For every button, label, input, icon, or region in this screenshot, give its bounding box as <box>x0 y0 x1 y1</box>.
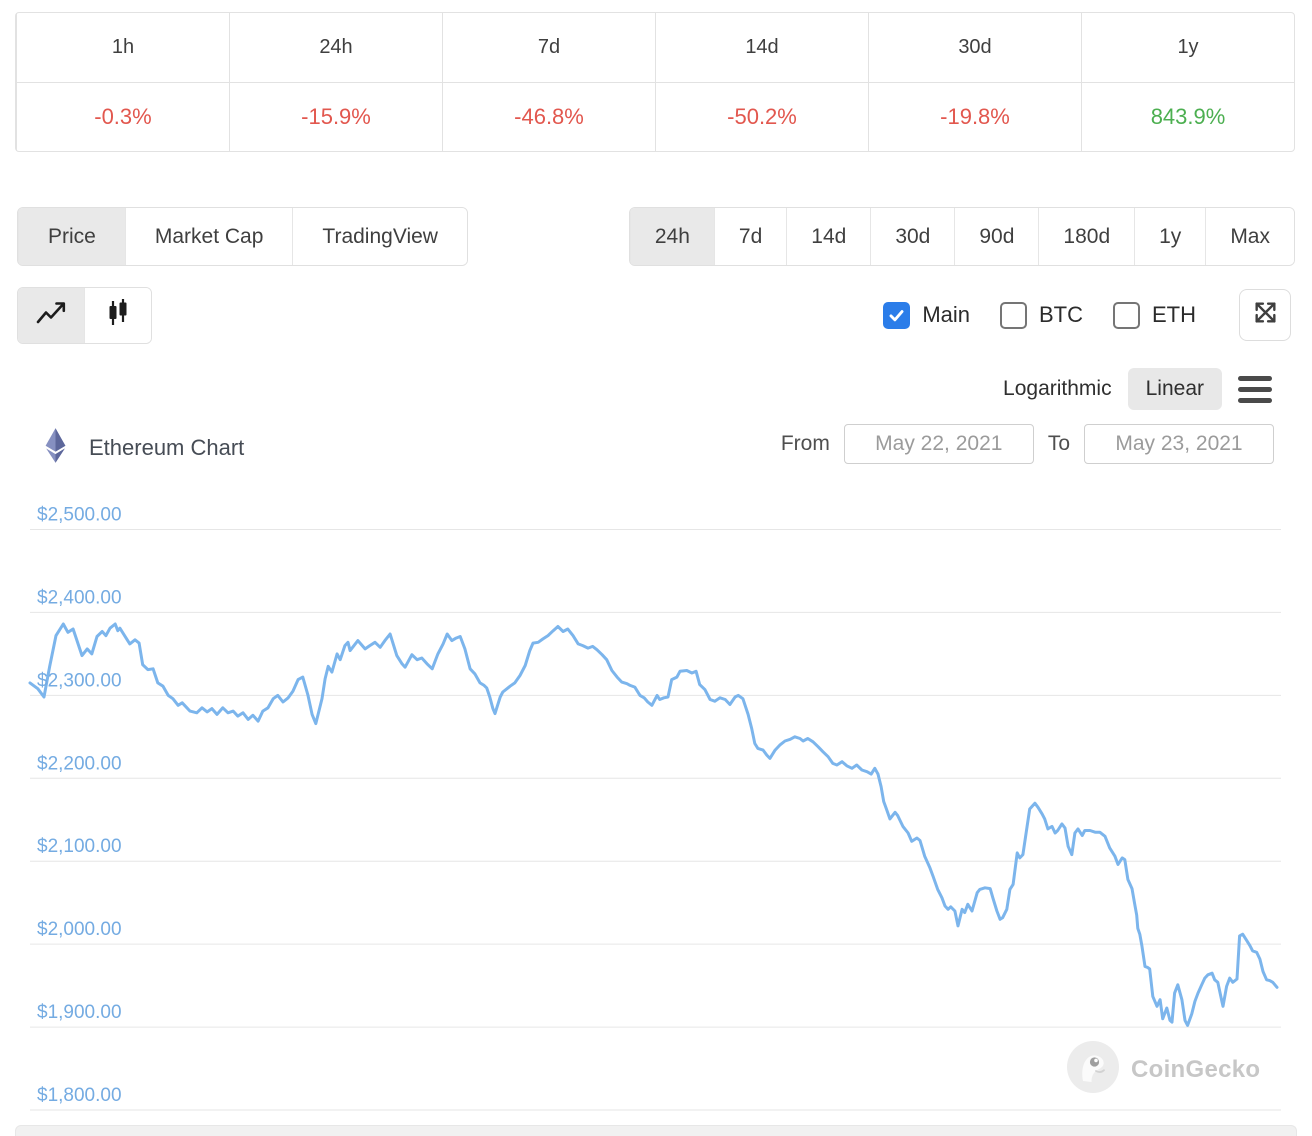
time-range-tab[interactable]: 90d <box>954 208 1039 265</box>
chart-view-tabs: Price Market Cap TradingView <box>17 207 468 266</box>
checkbox[interactable] <box>883 301 911 329</box>
overlay-checkbox-item[interactable]: ETH <box>1113 301 1196 329</box>
time-range-tab[interactable]: Max <box>1205 208 1294 265</box>
change-percent-value: -0.3% <box>16 82 229 151</box>
change-percent-value: -50.2% <box>655 82 868 151</box>
time-range-tab[interactable]: 14d <box>786 208 871 265</box>
change-percent-value: 843.9% <box>1081 82 1294 151</box>
checkbox[interactable] <box>1113 301 1140 329</box>
y-tick-label: $2,100.00 <box>37 836 122 857</box>
watermark-text: CoinGecko <box>1131 1055 1261 1083</box>
y-tick-label: $2,400.00 <box>37 587 122 608</box>
time-range-tab[interactable]: 180d <box>1038 208 1135 265</box>
change-percent-value: -19.8% <box>868 82 1081 151</box>
from-label: From <box>780 432 830 455</box>
overlay-checkbox-label: BTC <box>1039 302 1083 327</box>
price-change-header-row: 1h 24h 7d 14d 30d 1y <box>16 13 1294 83</box>
from-date-input[interactable]: May 22, 2021 <box>843 424 1034 464</box>
y-tick-label: $2,500.00 <box>37 505 122 526</box>
price-chart[interactable]: $2,500.00 $2,400.00 $2,300.00 $2,200.00 $2,1… <box>0 490 1312 1136</box>
expand-arrows-icon <box>1252 299 1279 331</box>
checkmark-icon <box>889 309 904 321</box>
to-label: To <box>1047 432 1070 455</box>
line-chart-button[interactable] <box>18 288 84 343</box>
change-percent-value: -15.9% <box>229 82 442 151</box>
overlay-checkbox-label: ETH <box>1152 302 1196 327</box>
chart-view-tab[interactable]: TradingView <box>292 208 467 265</box>
y-tick-label: $2,000.00 <box>37 919 122 940</box>
series-overlay-toggles: Main BTC ETH <box>883 289 1196 341</box>
next-section-edge <box>15 1125 1297 1136</box>
chart-view-tab[interactable]: Market Cap <box>124 208 293 265</box>
change-period-header: 7d <box>442 13 655 82</box>
price-line-series[interactable] <box>28 622 1279 1027</box>
to-date-input[interactable]: May 23, 2021 <box>1084 424 1274 464</box>
logarithmic-option[interactable]: Logarithmic <box>1003 377 1112 400</box>
change-period-header: 14d <box>655 13 868 82</box>
y-tick-label: $2,300.00 <box>37 670 122 691</box>
overlay-checkbox-item[interactable]: BTC <box>1000 301 1083 329</box>
ethereum-logo-icon <box>44 427 67 469</box>
change-period-header: 30d <box>868 13 1081 82</box>
y-tick-label: $2,200.00 <box>37 753 122 774</box>
price-change-table: 1h 24h 7d 14d 30d 1y -0.3% -15.9% -46.8% -50.2% -… <box>15 12 1295 152</box>
scale-toggle-row: Logarithmic Linear <box>1003 367 1272 411</box>
chart-type-toggle <box>17 287 152 344</box>
date-range-controls: From May 22, 2021 To May 23, 2021 <box>781 424 1274 464</box>
checkbox[interactable] <box>1000 301 1027 329</box>
coingecko-logo-icon <box>1067 1041 1119 1098</box>
page-title: Ethereum Chart <box>89 435 245 460</box>
time-range-tab[interactable]: 24h <box>629 208 714 265</box>
chart-title-row: Ethereum Chart <box>44 427 244 469</box>
overlay-checkbox-item[interactable]: Main <box>883 301 970 329</box>
y-tick-label: $1,900.00 <box>37 1002 122 1023</box>
line-chart-icon <box>35 299 67 333</box>
change-period-header: 1y <box>1081 13 1294 82</box>
y-tick-label: $1,800.00 <box>37 1085 122 1106</box>
time-range-tab[interactable]: 1y <box>1134 208 1206 265</box>
linear-option[interactable]: Linear <box>1127 368 1222 410</box>
coingecko-watermark: CoinGecko <box>1067 1041 1260 1098</box>
candlestick-chart-icon <box>105 298 131 334</box>
fullscreen-button[interactable] <box>1239 289 1291 341</box>
time-range-tab[interactable]: 7d <box>713 208 787 265</box>
change-period-header: 1h <box>16 13 229 82</box>
change-percent-value: -46.8% <box>442 82 655 151</box>
change-period-header: 24h <box>229 13 442 82</box>
price-change-value-row: -0.3% -15.9% -46.8% -50.2% -19.8% 843.9% <box>16 82 1294 151</box>
price-chart-svg[interactable]: $2,500.00 $2,400.00 $2,300.00 $2,200.00 $2,1… <box>0 490 1312 1136</box>
time-range-tab[interactable]: 30d <box>870 208 955 265</box>
chart-view-tab[interactable]: Price <box>18 208 125 265</box>
candlestick-chart-button[interactable] <box>84 288 151 343</box>
time-range-tabs: 24h 7d 14d 30d 90d 180d 1y Max <box>628 207 1295 266</box>
overlay-checkbox-label: Main <box>922 302 970 327</box>
chart-menu-icon[interactable] <box>1238 374 1272 405</box>
